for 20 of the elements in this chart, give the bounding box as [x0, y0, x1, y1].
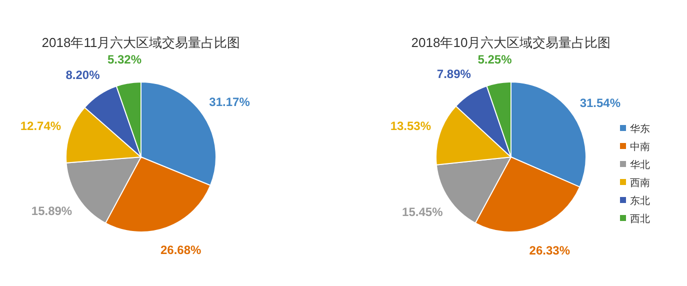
data-label: 26.33%	[529, 244, 570, 258]
data-label: 15.89%	[31, 204, 72, 218]
legend-label: 华北	[630, 159, 650, 171]
data-label: 5.25%	[478, 52, 512, 66]
chart-title: 2018年10月六大区域交易量占比图	[411, 35, 611, 50]
legend-label: 西南	[630, 177, 650, 189]
data-label: 31.54%	[580, 96, 621, 110]
data-label: 15.45%	[402, 205, 444, 220]
legend-label: 西北	[630, 213, 650, 225]
data-label: 26.68%	[160, 243, 202, 258]
data-label: 5.32%	[108, 52, 142, 66]
legend-label: 中南	[630, 141, 650, 153]
legend-label: 东北	[630, 195, 650, 207]
data-label: 31.17%	[209, 94, 250, 109]
data-label: 13.53%	[390, 118, 432, 133]
chart-title: 2018年11月六大区域交易量占比图	[42, 35, 240, 50]
data-label: 8.20%	[66, 68, 100, 82]
data-label: 7.89%	[436, 67, 472, 82]
legend-label: 华东	[630, 123, 650, 135]
data-label: 12.74%	[20, 118, 62, 133]
